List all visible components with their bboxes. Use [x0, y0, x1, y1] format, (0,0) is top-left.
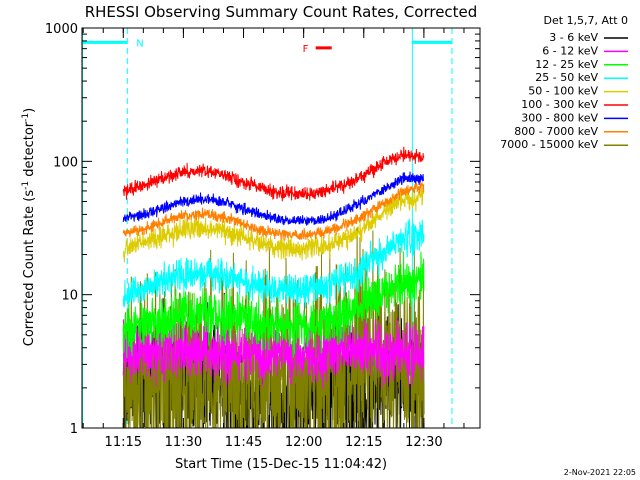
series-line	[122, 317, 425, 389]
legend-label: 50 - 100 keV	[528, 85, 598, 98]
legend-label: 100 - 300 keV	[521, 98, 598, 111]
y-tick-label: 1	[70, 422, 78, 437]
flare-label: F	[303, 44, 309, 55]
legend-label: 25 - 50 keV	[535, 71, 598, 84]
legend-label: 6 - 12 keV	[542, 44, 598, 57]
legend-label: 800 - 7000 keV	[514, 125, 598, 138]
date-stamp: 2-Nov-2021 22:05	[564, 468, 636, 477]
legend-label: 300 - 800 keV	[521, 111, 598, 124]
x-tick-label: 12:15	[345, 435, 382, 450]
series-line	[122, 171, 425, 226]
x-tick-label: 12:30	[405, 435, 442, 450]
x-tick-label: 12:00	[285, 435, 322, 450]
y-tick-label: 100	[53, 155, 78, 170]
y-axis-label: Corrected Count Rate (s-1 detector-1)	[21, 108, 37, 346]
series-line	[122, 227, 425, 428]
x-tick-label: 11:15	[105, 435, 142, 450]
legend-label: 7000 - 15000 keV	[500, 138, 598, 151]
x-tick-label: 11:45	[225, 435, 262, 450]
legend-label: 3 - 6 keV	[549, 31, 598, 44]
series-layer	[122, 146, 425, 428]
series-line	[122, 251, 425, 359]
y-tick-label: 1000	[45, 22, 78, 37]
legend-title: Det 1,5,7, Att 0	[544, 14, 628, 27]
x-tick-label: 11:30	[165, 435, 202, 450]
chart-title: RHESSI Observing Summary Count Rates, Co…	[85, 3, 478, 21]
night-label: N	[136, 38, 143, 49]
x-axis: 11:15 11:30 11:45 12:00 12:15 12:30	[82, 28, 465, 450]
series-line	[122, 181, 425, 241]
series-line	[122, 146, 425, 202]
series-line	[122, 218, 425, 309]
series-line	[122, 188, 425, 263]
legend-label: 12 - 25 keV	[535, 58, 598, 71]
x-axis-label: Start Time (15-Dec-15 11:04:42)	[175, 457, 387, 472]
plot-frame	[81, 27, 481, 429]
svg-text:Corrected Count Rate (s-1 dete: Corrected Count Rate (s-1 detector-1)	[21, 108, 37, 346]
y-axis: 1 10 100 1000	[45, 22, 480, 437]
y-tick-label: 10	[61, 289, 78, 304]
